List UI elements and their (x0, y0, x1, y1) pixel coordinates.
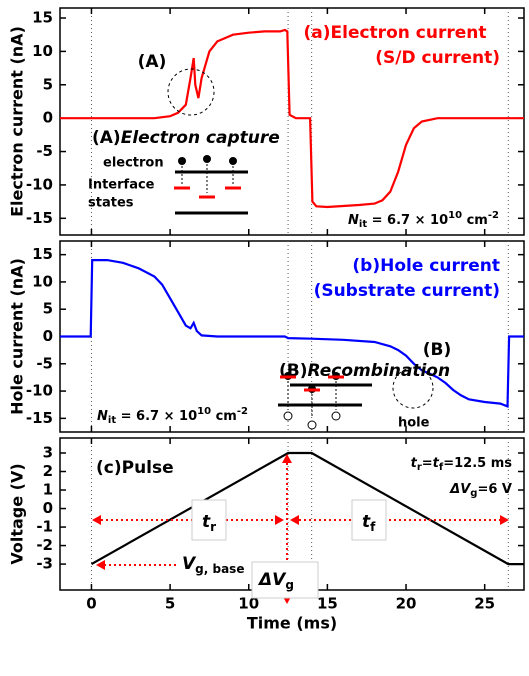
inset-name: Electron capture (121, 128, 280, 148)
t: = 6.7 × 10 (367, 213, 448, 228)
plot-frame (59, 7, 525, 236)
inset-diagram (278, 372, 372, 430)
t: cm (462, 213, 488, 228)
t: =t (422, 456, 440, 471)
y-tick-label: 1 (43, 481, 53, 499)
t: ΔV (449, 482, 471, 497)
x-tick-label: 0 (86, 595, 96, 613)
t: ΔV (257, 570, 287, 590)
pulse-note: tr=tf=12.5 ms (411, 456, 513, 474)
t: -2 (237, 406, 248, 417)
inset-title: (A)Electron capture (92, 128, 280, 148)
pulse-note: ΔVg=6 V (449, 482, 512, 500)
density-label: Nit = 6.7 × 1010 cm-2 (348, 210, 499, 230)
x-tick-label: 25 (474, 595, 495, 613)
t: 10 (448, 210, 462, 221)
t: = 6.7 × 10 (116, 409, 197, 424)
t: N (348, 213, 359, 228)
inset-label: electron (103, 156, 164, 171)
x-tick-label: 15 (317, 595, 338, 613)
y-tick-label: 0 (43, 109, 53, 127)
y-axis-label: Electron current (nA) (8, 26, 27, 217)
rise-label: tr (202, 512, 216, 534)
x-axis-label: Time (ms) (247, 614, 337, 633)
y-tick-label: 10 (32, 272, 53, 290)
density-label: Nit = 6.7 × 1010 cm-2 (97, 406, 248, 426)
t: g (470, 488, 477, 499)
t: =6 V (477, 482, 512, 497)
t: =12.5 ms (443, 456, 512, 471)
panel-title: (b)Hole current (352, 256, 500, 276)
t: t (202, 512, 211, 532)
y-tick-label: -1 (36, 518, 53, 536)
y-tick-label: -10 (26, 382, 53, 400)
x-tick-label: 10 (238, 595, 259, 613)
t: -2 (488, 210, 499, 221)
t: t (362, 512, 371, 532)
y-tick-label: -15 (26, 209, 53, 227)
y-tick-label: -5 (36, 354, 53, 372)
highlight-circle (392, 367, 434, 409)
panel-subtitle: (Substrate current) (314, 281, 500, 301)
y-tick-label: 2 (43, 462, 53, 480)
y-tick-label: 10 (32, 42, 53, 60)
t: V (182, 554, 197, 574)
y-tick-label: -5 (36, 142, 53, 160)
y-axis-label: Hole current (nA) (8, 258, 27, 415)
panel-title: (a)Electron current (304, 23, 487, 43)
arrows (96, 458, 505, 600)
y-tick-label: 3 (43, 443, 53, 461)
marker-label: (B) (423, 340, 452, 360)
y-tick-label: -3 (36, 555, 53, 573)
highlight-circle (167, 68, 215, 116)
marker-label: (A) (138, 52, 167, 72)
y-tick-label: -10 (26, 175, 53, 193)
t: g (285, 578, 294, 592)
y-axis-label: Voltage (V) (8, 463, 27, 564)
label-box (251, 561, 319, 599)
x-tick-label: 5 (165, 595, 175, 613)
inset-title: (B)Recombination (279, 361, 450, 381)
base-label: Vg, base (182, 554, 244, 576)
data-line (60, 28, 524, 209)
t: f (439, 462, 444, 473)
label-box (191, 499, 227, 541)
data-line (60, 259, 524, 409)
amplitude-label: ΔVg (257, 570, 294, 592)
y-tick-label: -2 (36, 536, 53, 554)
y-tick-label: 15 (32, 245, 53, 263)
y-tick-label: 0 (43, 327, 53, 345)
inset-diagram (174, 155, 248, 215)
data-line (90, 451, 524, 566)
label-box (351, 499, 387, 541)
y-tick-label: -15 (26, 409, 53, 427)
t: r (417, 462, 422, 473)
y-tick-label: 0 (43, 499, 53, 517)
t: it (359, 219, 367, 230)
x-tick-label: 20 (396, 595, 417, 613)
t: it (108, 415, 116, 426)
t: cm (211, 409, 237, 424)
inset-label: hole (398, 416, 430, 431)
panel-title: (c)Pulse (96, 458, 174, 478)
fall-label: tf (362, 512, 376, 534)
inset-tag: (A) (92, 128, 121, 148)
t: N (97, 409, 108, 424)
y-tick-label: 5 (43, 75, 53, 93)
t: r (210, 520, 216, 534)
t: f (370, 520, 376, 534)
t: 10 (197, 406, 211, 417)
inset-label: Interface (88, 178, 155, 193)
t: g, base (195, 562, 244, 576)
inset-label: states (88, 196, 134, 211)
y-tick-label: 5 (43, 300, 53, 318)
panel-subtitle: (S/D current) (375, 48, 500, 68)
y-tick-label: 15 (32, 9, 53, 27)
t: t (411, 456, 418, 471)
